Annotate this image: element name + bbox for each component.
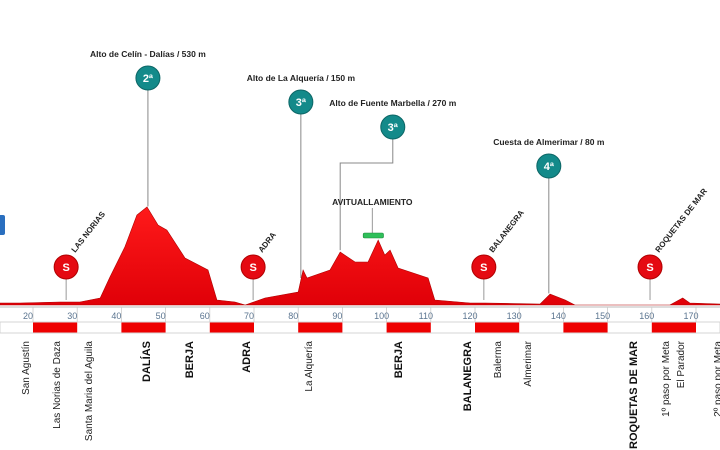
sprint-icon [471, 254, 497, 280]
feed-zone-label: AVITUALLAMIENTO [332, 197, 413, 207]
town-label: DALÍAS [140, 341, 153, 382]
climb-label: Alto de Celín - Dalías / 530 m [90, 49, 206, 59]
sprint-label: ROQUETAS DE MAR [654, 187, 710, 255]
climb-category: 3ª [388, 122, 399, 134]
km-band-segment [33, 322, 78, 333]
town-label: Santa Maria del Aguila [84, 341, 95, 442]
x-tick-label: 60 [200, 311, 210, 321]
town-label: Balerma [493, 341, 504, 379]
x-tick-label: 130 [507, 311, 522, 321]
town-label: ROQUETAS DE MAR [628, 341, 640, 449]
town-label: Almerimar [523, 340, 534, 386]
town-label: El Parador [676, 340, 687, 388]
km-band-segment [475, 322, 520, 333]
x-tick-label: 70 [244, 311, 254, 321]
sprint-symbol: S [480, 262, 487, 274]
x-tick-label: 20 [23, 311, 33, 321]
climb-category-icon [536, 153, 562, 179]
km-band-segment [651, 322, 696, 333]
sprint-symbol: S [646, 262, 653, 274]
x-tick-label: 140 [551, 311, 566, 321]
km-band-segment [298, 322, 343, 333]
x-tick-label: 110 [419, 311, 433, 321]
town-label: 2º paso por Meta [713, 341, 720, 417]
accent-box [0, 215, 5, 235]
climb-category-icon [288, 89, 314, 115]
sprint-icon [240, 254, 266, 280]
x-tick-label: 90 [332, 311, 342, 321]
town-label: BERJA [184, 341, 196, 378]
km-band-segment [121, 322, 166, 333]
sprint-symbol: S [62, 262, 69, 274]
sprint-symbol: S [249, 262, 256, 274]
x-tick-label: 80 [288, 311, 298, 321]
town-label: La Alquería [304, 341, 315, 392]
km-band-segment [386, 322, 431, 333]
town-label: BERJA [393, 341, 405, 378]
climb-category-icon [380, 114, 406, 140]
town-label: ADRA [241, 341, 253, 373]
x-tick-label: 170 [683, 311, 698, 321]
climb-category: 2ª [143, 73, 154, 85]
sprint-label: ADRA [257, 230, 278, 254]
climb-category-icon [135, 65, 161, 91]
town-label: Las Norias de Daza [52, 341, 63, 429]
town-label: San Agustín [21, 341, 32, 395]
town-label: 1º paso por Meta [661, 341, 672, 417]
x-tick-label: 100 [374, 311, 389, 321]
feed-zone-icon [362, 232, 384, 239]
km-band-strip [0, 321, 720, 334]
climb-label: Cuesta de Almerimar / 80 m [493, 137, 605, 147]
sprint-icon [637, 254, 663, 280]
km-band-segment [209, 322, 254, 333]
x-tick-label: 50 [156, 311, 166, 321]
climb-label: Alto de Fuente Marbella / 270 m [329, 98, 457, 108]
x-tick-label: 150 [595, 311, 610, 321]
x-tick-label: 30 [67, 311, 77, 321]
sprint-label: LAS NORIAS [70, 209, 108, 254]
climb-leader-line [339, 139, 394, 251]
climb-label: Alto de La Alquería / 150 m [247, 73, 356, 83]
elevation-profile-area [0, 206, 720, 306]
sprint-icon [53, 254, 79, 280]
x-tick-label: 120 [462, 311, 477, 321]
town-label: BALANEGRA [462, 341, 474, 411]
x-tick-label: 160 [639, 311, 654, 321]
climb-category: 4ª [544, 161, 555, 173]
km-band-segment [563, 322, 608, 333]
sprint-label: BALANEGRA [487, 208, 526, 254]
x-tick-label: 40 [111, 311, 121, 321]
climb-category: 3ª [296, 97, 307, 109]
